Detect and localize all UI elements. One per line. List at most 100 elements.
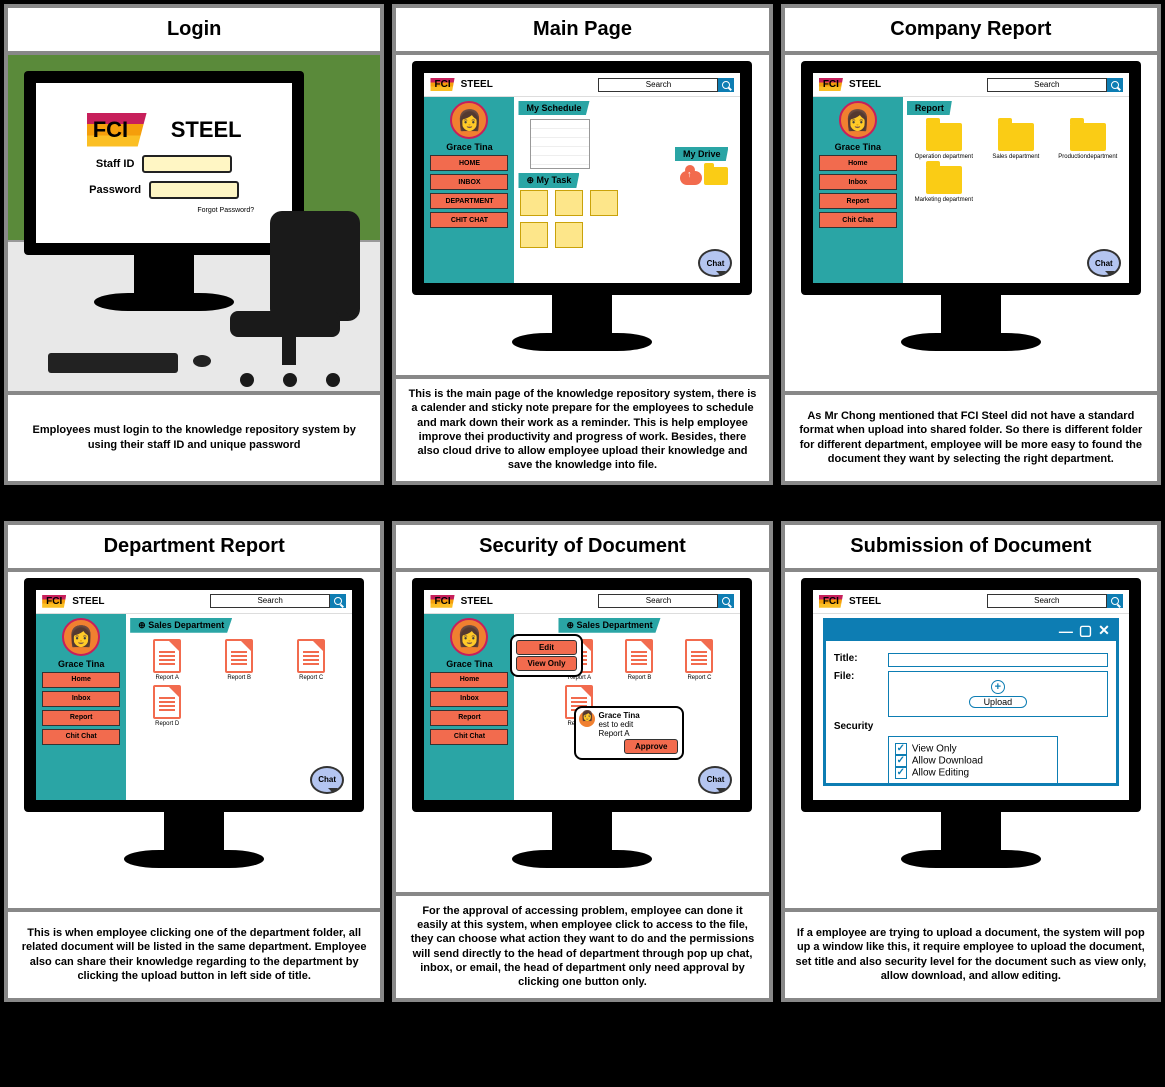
file-label: File: [834,671,880,682]
minimize-icon[interactable]: — [1059,623,1073,639]
dialog-titlebar: — ▢ ✕ [826,621,1116,641]
nav-chitchat[interactable]: Chit Chat [42,729,120,745]
search-button[interactable] [1107,78,1123,92]
requester-name: Grace Tina [598,711,639,720]
title-label: Title: [834,653,880,664]
avatar[interactable]: 👩 [450,101,488,139]
sidebar: 👩 Grace Tina Home Inbox Report Chit Chat [813,97,903,283]
panel-description: This is when employee clicking one of th… [8,908,380,998]
chat-button[interactable]: Chat [698,249,732,277]
nav-chitchat[interactable]: Chit Chat [819,212,897,228]
panel-body: FCI STEEL Staff ID Password Forgot Passw… [8,55,380,391]
opt-allow-download[interactable]: ✓Allow Download [895,755,1051,767]
folder-icon[interactable] [704,167,728,185]
sticky-note[interactable] [555,222,583,248]
nav-home[interactable]: Home [42,672,120,688]
title-input[interactable] [888,653,1108,667]
fci-logo-mark: FCI [42,595,66,608]
search-button[interactable] [1107,594,1123,608]
chat-button[interactable]: Chat [698,766,732,794]
doc-report-c[interactable]: Report C [674,639,724,681]
password-input[interactable] [149,181,239,199]
panel-title: Security of Document [396,525,768,572]
folder-sales[interactable]: Sales department [985,123,1047,160]
nav-inbox[interactable]: Inbox [819,174,897,190]
search-input[interactable]: Search [210,594,330,608]
sticky-note[interactable] [520,222,548,248]
chat-button[interactable]: Chat [1087,249,1121,277]
file-drop-area[interactable]: + Upload [888,671,1108,717]
sticky-note[interactable] [520,190,548,216]
folders-grid: Operation department Sales department Pr… [907,115,1125,211]
close-icon[interactable]: ✕ [1098,622,1110,639]
nav-inbox[interactable]: INBOX [430,174,508,190]
doc-report-b[interactable]: Report B [614,639,664,681]
cloud-upload-icon[interactable] [680,171,702,185]
sales-dept-header: Sales Department [130,618,232,633]
security-label: Security [834,721,880,732]
avatar[interactable]: 👩 [450,618,488,656]
topbar: FCI STEEL Search [424,73,740,97]
sidebar: 👩 Grace Tina Home Inbox Report Chit Chat [36,614,126,800]
doc-report-b[interactable]: Report B [208,639,270,681]
my-task-header: My Task [518,173,579,188]
doc-report-c[interactable]: Report C [280,639,342,681]
doc-report-a[interactable]: Report A [136,639,198,681]
panel-title: Company Report [785,8,1157,55]
nav-inbox[interactable]: Inbox [430,691,508,707]
nav-home[interactable]: HOME [430,155,508,171]
approve-button[interactable]: Approve [624,739,678,754]
nav-chitchat[interactable]: Chit Chat [430,729,508,745]
sticky-note[interactable] [555,190,583,216]
maximize-icon[interactable]: ▢ [1079,622,1092,639]
nav-department[interactable]: DEPARTMENT [430,193,508,209]
password-label: Password [89,184,141,196]
search-button[interactable] [718,78,734,92]
search-input[interactable]: Search [598,78,718,92]
panel-title: Department Report [8,525,380,572]
search-input[interactable]: Search [987,594,1107,608]
logo: FCI STEEL [87,113,242,147]
opt-allow-editing[interactable]: ✓Allow Editing [895,767,1051,779]
panel-description: If a employee are trying to upload a doc… [785,908,1157,998]
folder-operation[interactable]: Operation department [913,123,975,160]
view-only-button[interactable]: View Only [516,656,576,671]
nav-report[interactable]: Report [819,193,897,209]
nav-inbox[interactable]: Inbox [42,691,120,707]
avatar[interactable]: 👩 [62,618,100,656]
search-button[interactable] [718,594,734,608]
panel-main: Main Page FCI STEEL Search 👩 [392,4,772,485]
search-input[interactable]: Search [987,78,1107,92]
password-row: Password [89,181,239,199]
staff-id-label: Staff ID [96,158,135,170]
nav-report[interactable]: Report [42,710,120,726]
staff-id-input[interactable] [142,155,232,173]
chat-button[interactable]: Chat [310,766,344,794]
edit-button[interactable]: Edit [516,640,576,655]
upload-dialog: — ▢ ✕ Title: File: [823,618,1119,786]
calendar[interactable] [530,119,590,169]
documents-grid: Report A Report B Report C Report D [130,633,348,733]
search-input[interactable]: Search [598,594,718,608]
brand-steel: STEEL [849,596,881,607]
folder-production[interactable]: Productiondepartment [1057,123,1119,160]
search-button[interactable] [330,594,346,608]
nav-report[interactable]: Report [430,710,508,726]
search-icon [722,597,730,605]
nav-home[interactable]: Home [819,155,897,171]
fci-logo-mark: FCI [430,78,454,91]
sticky-note[interactable] [590,190,618,216]
panel-security: Security of Document FCI STEEL Search 👩 [392,521,772,1002]
nav-home[interactable]: Home [430,672,508,688]
nav-chitchat[interactable]: CHIT CHAT [430,212,508,228]
brand-steel: STEEL [461,79,493,90]
brand-steel: STEEL [849,79,881,90]
panel-department-report: Department Report FCI STEEL Search 👩 [4,521,384,1002]
action-popup: Edit View Only [510,634,582,677]
doc-report-d[interactable]: Report D [136,685,198,727]
upload-button[interactable]: Upload [969,696,1028,708]
folder-marketing[interactable]: Marketing department [913,166,975,203]
panel-login: Login FCI STEEL Staff ID Password [4,4,384,485]
opt-view-only[interactable]: ✓View Only [895,743,1051,755]
avatar[interactable]: 👩 [839,101,877,139]
